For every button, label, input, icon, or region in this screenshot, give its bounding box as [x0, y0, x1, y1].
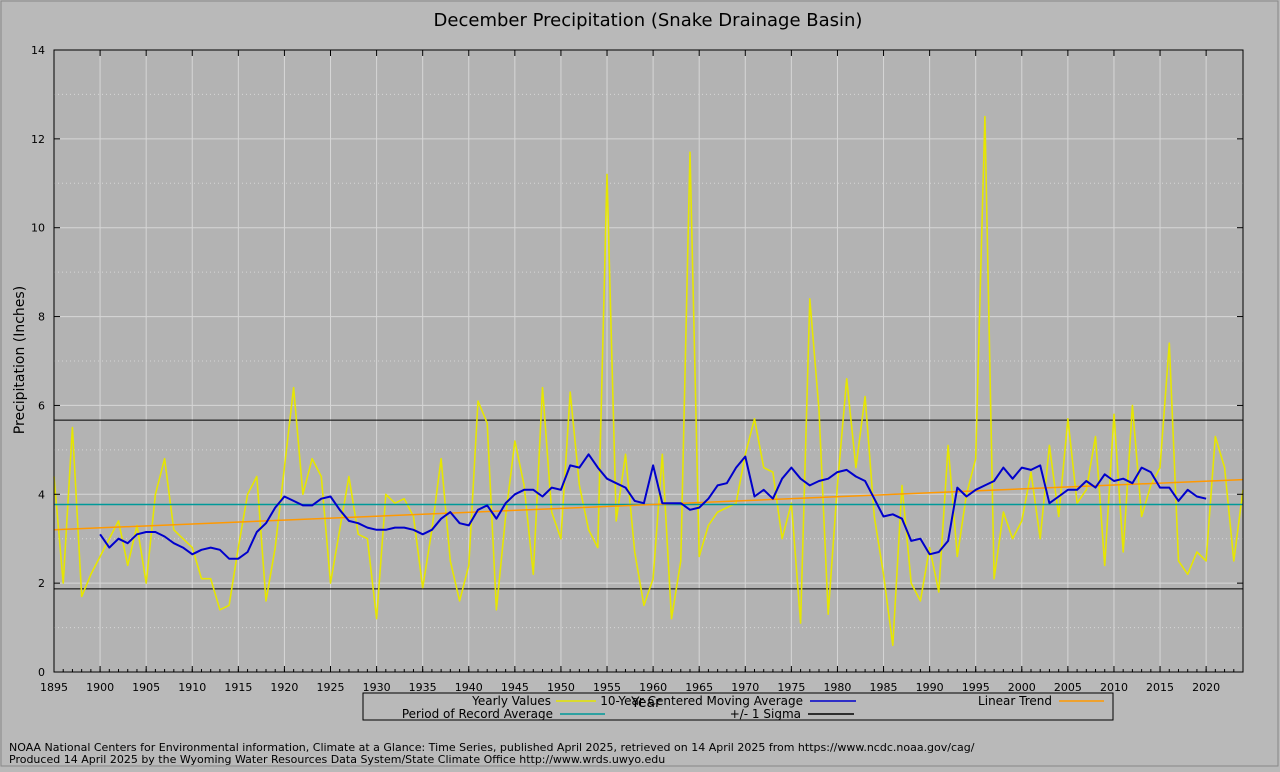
legend-label: Yearly Values	[471, 694, 551, 708]
plot-frame	[53, 49, 1244, 673]
x-tick-label: 2005	[1054, 681, 1082, 694]
legend-box	[362, 692, 1114, 721]
x-tick-label: 1985	[870, 681, 898, 694]
legend-label: 10-Year Centered Moving Average	[600, 694, 803, 708]
x-tick-label: 1960	[639, 681, 667, 694]
y-tick-label: 10	[31, 222, 45, 235]
chart-title: December Precipitation (Snake Drainage B…	[434, 10, 863, 31]
series-lines	[53, 115, 1244, 647]
plot-area	[54, 50, 1243, 672]
legend-label: Period of Record Average	[402, 707, 553, 721]
x-tick-label: 1945	[501, 681, 529, 694]
sigma-lines	[54, 419, 1243, 590]
y-tick-label: 12	[31, 133, 45, 146]
axis-ticks: 1895 1900 1905 1910 1915 1920 1925 1930 1935 1940…	[31, 44, 1244, 694]
x-tick-label: 1980	[823, 681, 851, 694]
x-tick-label: 1975	[777, 681, 805, 694]
legend-label: +/- 1 Sigma	[730, 707, 801, 721]
x-tick-label: 1970	[731, 681, 759, 694]
moving-average-line	[99, 453, 1207, 560]
x-tick-label: 2015	[1146, 681, 1174, 694]
x-tick-label: 1900	[86, 681, 114, 694]
x-axis-label: Year	[630, 695, 661, 711]
x-tick-label: 1955	[593, 681, 621, 694]
y-tick-label: 6	[38, 399, 45, 412]
y-axis-label: Precipitation (Inches)	[12, 286, 28, 434]
y-tick-label: 4	[38, 488, 45, 501]
x-tick-label: 2020	[1192, 681, 1220, 694]
x-tick-label: 2010	[1100, 681, 1128, 694]
x-tick-label: 1925	[317, 681, 345, 694]
y-tick-label: 8	[38, 311, 45, 324]
y-tick-label: 14	[31, 44, 45, 57]
grid-lines	[54, 50, 1243, 672]
yearly-values-line	[53, 115, 1244, 647]
x-tick-label: 1940	[455, 681, 483, 694]
x-tick-label: 1905	[132, 681, 160, 694]
x-tick-label: 1915	[224, 681, 252, 694]
y-tick-label: 0	[38, 666, 45, 679]
x-tick-label: 1895	[40, 681, 68, 694]
x-tick-label: 1910	[178, 681, 206, 694]
legend: Yearly Values 10-Year Centered Moving Ave…	[362, 692, 1114, 721]
x-tick-label: 2000	[1008, 681, 1036, 694]
x-tick-label: 1965	[685, 681, 713, 694]
x-tick-label: 1930	[363, 681, 391, 694]
x-tick-label: 1995	[962, 681, 990, 694]
x-tick-label: 1990	[916, 681, 944, 694]
x-tick-label: 1950	[547, 681, 575, 694]
source-note: NOAA National Centers for Environmental …	[9, 741, 975, 754]
legend-label: Linear Trend	[978, 694, 1052, 708]
producer-note: Produced 14 April 2025 by the Wyoming Wa…	[9, 753, 666, 766]
y-tick-label: 2	[38, 577, 45, 590]
x-tick-label: 1935	[409, 681, 437, 694]
x-tick-label: 1920	[270, 681, 298, 694]
